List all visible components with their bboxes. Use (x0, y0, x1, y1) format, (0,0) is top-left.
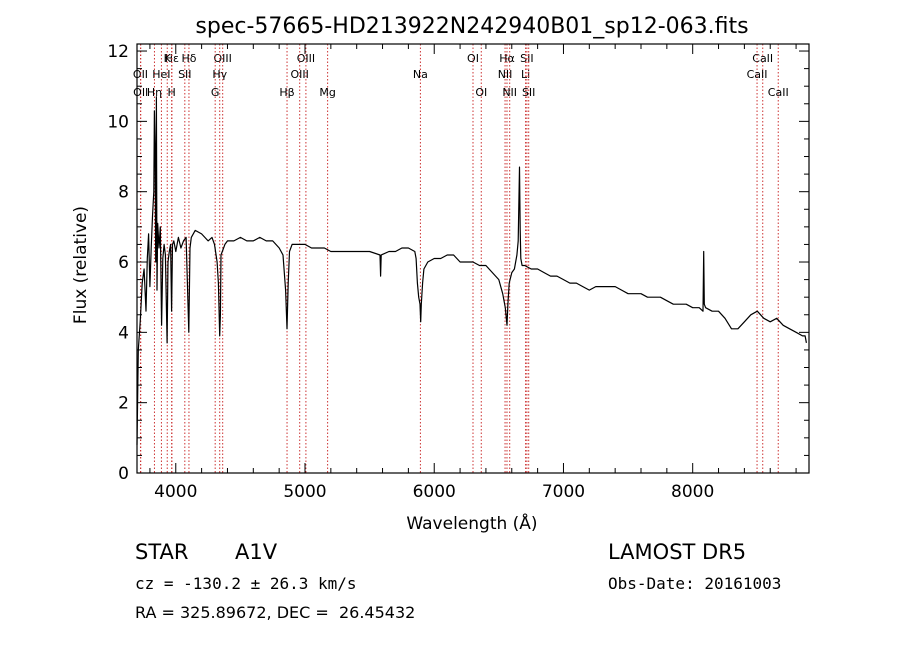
spectral-line-label: OIII (297, 52, 315, 65)
x-tick-label: 6000 (413, 482, 456, 502)
spectral-line-label: Mg (319, 86, 335, 99)
object-subclass: A1V (235, 540, 278, 564)
spectral-line-label: OI (475, 86, 487, 99)
x-tick-label: 8000 (671, 482, 714, 502)
y-axis: 0 2 4 6 8 10 12 (107, 42, 809, 484)
y-tick-label: 6 (118, 253, 129, 273)
spectral-line-label: HeI (152, 68, 170, 81)
spectral-line-label: SII (522, 86, 535, 99)
y-tick-label: 8 (118, 183, 129, 203)
survey-name: LAMOST DR5 (608, 540, 747, 564)
spectral-line-label: NII (498, 68, 513, 81)
x-tick-label: 5000 (283, 482, 326, 502)
x-axis: 4000 5000 6000 7000 8000 (149, 44, 797, 502)
spectral-line-label: SII (520, 52, 533, 65)
redshift-velocity: cz = -130.2 ± 26.3 km/s (135, 574, 357, 593)
y-tick-label: 10 (107, 112, 129, 132)
spectral-line-label: Hδ (181, 52, 196, 65)
y-tick-label: 0 (118, 464, 129, 484)
spectral-line-label: Hα (499, 52, 515, 65)
spectral-line-label: CaII (752, 52, 773, 65)
spectral-line-label: SII (178, 68, 191, 81)
observation-date: Obs-Date: 20161003 (608, 574, 782, 593)
spectral-line-label: Na (413, 68, 428, 81)
spectral-line-label: Hγ (212, 68, 227, 81)
y-axis-label: Flux (relative) (71, 206, 91, 324)
coordinates: RA = 325.89672, DEC = 26.45432 (135, 603, 416, 622)
spectrum-line (136, 96, 807, 445)
y-tick-label: 4 (118, 323, 129, 343)
spectral-line-label: Li (521, 68, 530, 81)
y-tick-label: 2 (118, 394, 129, 414)
object-class: STAR (135, 540, 189, 564)
y-tick-label: 12 (107, 42, 129, 62)
chart-title: spec-57665-HD213922N242940B01_sp12-063.f… (195, 14, 748, 39)
x-axis-label: Wavelength (Å) (406, 512, 537, 534)
spectral-line-label: NII (502, 86, 517, 99)
plot-frame (136, 43, 810, 474)
x-tick-label: 7000 (542, 482, 585, 502)
spectral-line-label: OI (467, 52, 479, 65)
spectral-line-label: Hη (147, 86, 162, 99)
spectral-line-label: K (164, 52, 172, 65)
spectral-line-label: OIII (213, 52, 231, 65)
spectral-line-label: CaII (768, 86, 789, 99)
spectral-line-label: CaII (747, 68, 768, 81)
spectral-line-label: H (167, 86, 175, 99)
spectral-line-label: Hβ (279, 86, 294, 99)
x-tick-label: 4000 (154, 482, 197, 502)
spectral-line-label: G (211, 86, 220, 99)
spectral-line-label: OIII (291, 68, 309, 81)
